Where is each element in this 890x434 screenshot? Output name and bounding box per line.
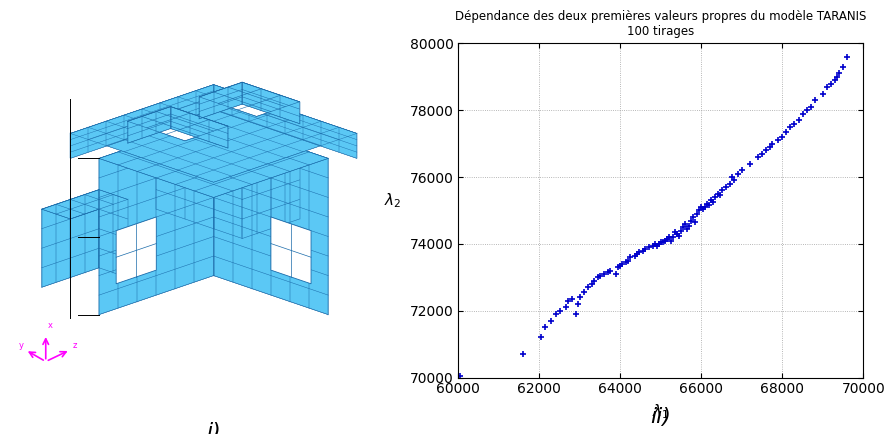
Text: z: z xyxy=(72,341,77,350)
Polygon shape xyxy=(127,107,228,141)
Text: ii): ii) xyxy=(650,407,671,427)
Polygon shape xyxy=(214,85,357,158)
Polygon shape xyxy=(127,107,171,143)
Polygon shape xyxy=(99,190,127,278)
Y-axis label: $\lambda_2$: $\lambda_2$ xyxy=(384,192,401,210)
Text: x: x xyxy=(48,321,53,330)
Polygon shape xyxy=(199,82,300,116)
Polygon shape xyxy=(271,217,311,284)
Polygon shape xyxy=(70,85,357,182)
Polygon shape xyxy=(171,107,228,148)
Polygon shape xyxy=(70,85,214,158)
Polygon shape xyxy=(242,82,300,124)
Polygon shape xyxy=(42,190,127,219)
Text: i): i) xyxy=(206,422,221,434)
Polygon shape xyxy=(157,131,242,239)
Polygon shape xyxy=(214,119,328,315)
Polygon shape xyxy=(157,112,300,161)
Polygon shape xyxy=(117,217,157,284)
Polygon shape xyxy=(99,119,328,197)
Polygon shape xyxy=(42,190,99,287)
Polygon shape xyxy=(199,82,242,119)
Polygon shape xyxy=(99,119,214,315)
Polygon shape xyxy=(242,141,300,239)
Text: y: y xyxy=(20,341,24,350)
Title: Dépendance des deux premières valeurs propres du modèle TARANIS
100 tirages: Dépendance des deux premières valeurs pr… xyxy=(455,10,867,38)
X-axis label: $\lambda_1$: $\lambda_1$ xyxy=(652,402,669,421)
